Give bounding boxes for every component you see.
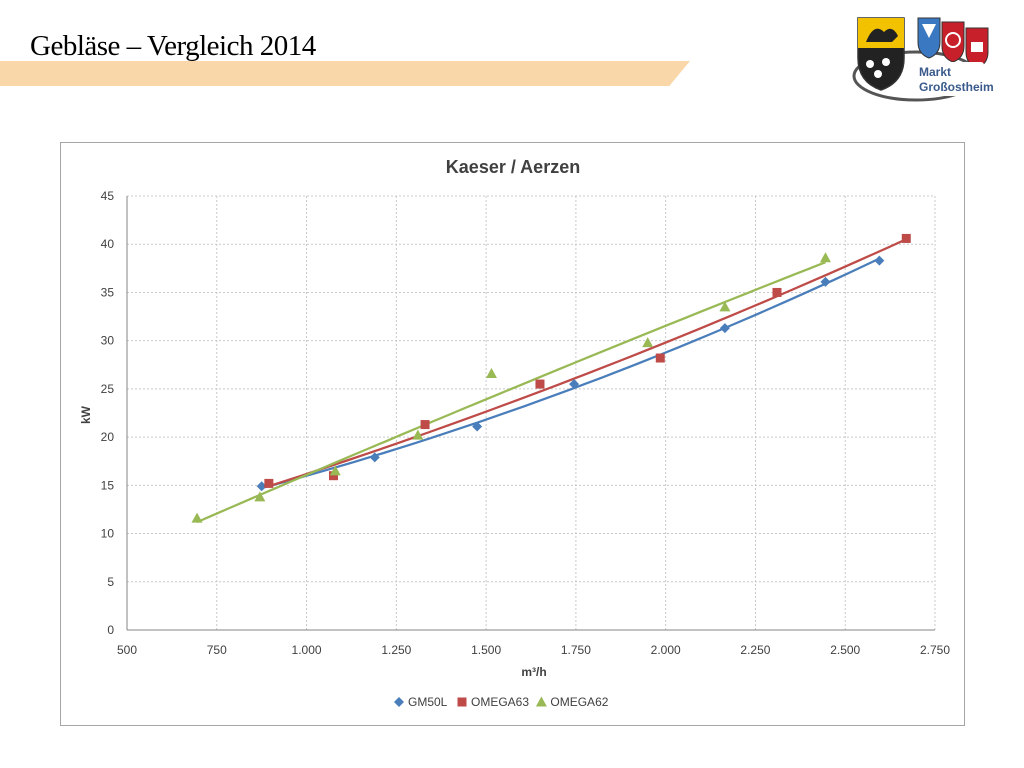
x-tick-label: 1.250: [381, 643, 411, 657]
point-gm50l: [369, 452, 380, 463]
x-axis-label: m³/h: [521, 665, 546, 679]
legend: GM50L OMEGA63 OMEGA62: [394, 695, 609, 709]
x-tick-label: 1.500: [471, 643, 501, 657]
trendline-omega63: [268, 238, 907, 488]
y-tick-label: 45: [101, 189, 115, 203]
y-tick-label: 10: [101, 527, 115, 541]
y-tick-label: 0: [107, 623, 114, 637]
x-tick-label: 2.500: [830, 643, 860, 657]
y-tick-label: 20: [101, 430, 115, 444]
x-tick-label: 2.000: [651, 643, 681, 657]
grid: [126, 195, 936, 631]
trendline-gm50l: [261, 257, 880, 490]
y-tick-label: 40: [101, 237, 115, 251]
logo-text-grossostheim: Großostheim: [919, 80, 994, 94]
point-omega62: [191, 512, 203, 523]
legend-marker-omega62: [535, 696, 547, 707]
chart: 500 750 1.000 1.250 1.500 1.750 2.000 2.250 2.50…: [79, 157, 951, 709]
point-omega62: [719, 301, 731, 312]
point-omega63: [328, 471, 338, 481]
legend-marker-omega63: [457, 697, 467, 707]
point-gm50l: [472, 421, 483, 432]
legend-label-gm50l: GM50L: [408, 695, 448, 709]
point-gm50l: [874, 255, 885, 266]
legend-marker-gm50l: [394, 697, 404, 707]
x-tick-label: 500: [117, 643, 137, 657]
x-tick-label: 2.750: [920, 643, 950, 657]
point-gm50l: [256, 481, 267, 492]
point-omega62: [642, 337, 654, 348]
point-omega63: [772, 287, 782, 297]
y-tick-label: 30: [101, 334, 115, 348]
slide-title: Gebläse – Vergleich 2014: [30, 30, 316, 62]
y-tick-label: 15: [101, 478, 115, 492]
point-omega63: [420, 420, 430, 430]
point-omega62: [412, 429, 424, 440]
point-omega63: [535, 379, 545, 389]
x-tick-label: 1.750: [561, 643, 591, 657]
trendline-omega62: [196, 261, 826, 524]
trendlines: [196, 238, 907, 524]
chart-frame: 500 750 1.000 1.250 1.500 1.750 2.000 2.250 2.50…: [60, 142, 965, 726]
x-tick-label: 1.000: [292, 643, 322, 657]
x-tick-label: 750: [207, 643, 227, 657]
point-omega63: [901, 233, 911, 243]
municipality-logo: Markt Großostheim: [852, 17, 994, 102]
point-omega62: [819, 252, 831, 263]
axes: 500 750 1.000 1.250 1.500 1.750 2.000 2.250 2.50…: [101, 189, 951, 657]
y-tick-label: 5: [107, 575, 114, 589]
y-axis-label: kW: [79, 405, 93, 424]
point-omega63: [655, 353, 665, 363]
point-omega62: [254, 491, 266, 502]
point-omega62: [485, 367, 497, 378]
point-gm50l: [820, 276, 831, 287]
title-band: [0, 61, 690, 86]
point-gm50l: [719, 323, 730, 334]
y-tick-label: 25: [101, 382, 115, 396]
point-gm50l: [569, 379, 580, 390]
markers: [191, 233, 911, 523]
logo-text-markt: Markt: [919, 65, 951, 79]
point-omega63: [264, 478, 274, 488]
y-tick-label: 35: [101, 285, 115, 299]
legend-label-omega63: OMEGA63: [471, 695, 529, 709]
x-tick-label: 2.250: [740, 643, 770, 657]
point-omega62: [329, 465, 341, 476]
legend-label-omega62: OMEGA62: [550, 695, 608, 709]
chart-title: Kaeser / Aerzen: [446, 157, 580, 177]
